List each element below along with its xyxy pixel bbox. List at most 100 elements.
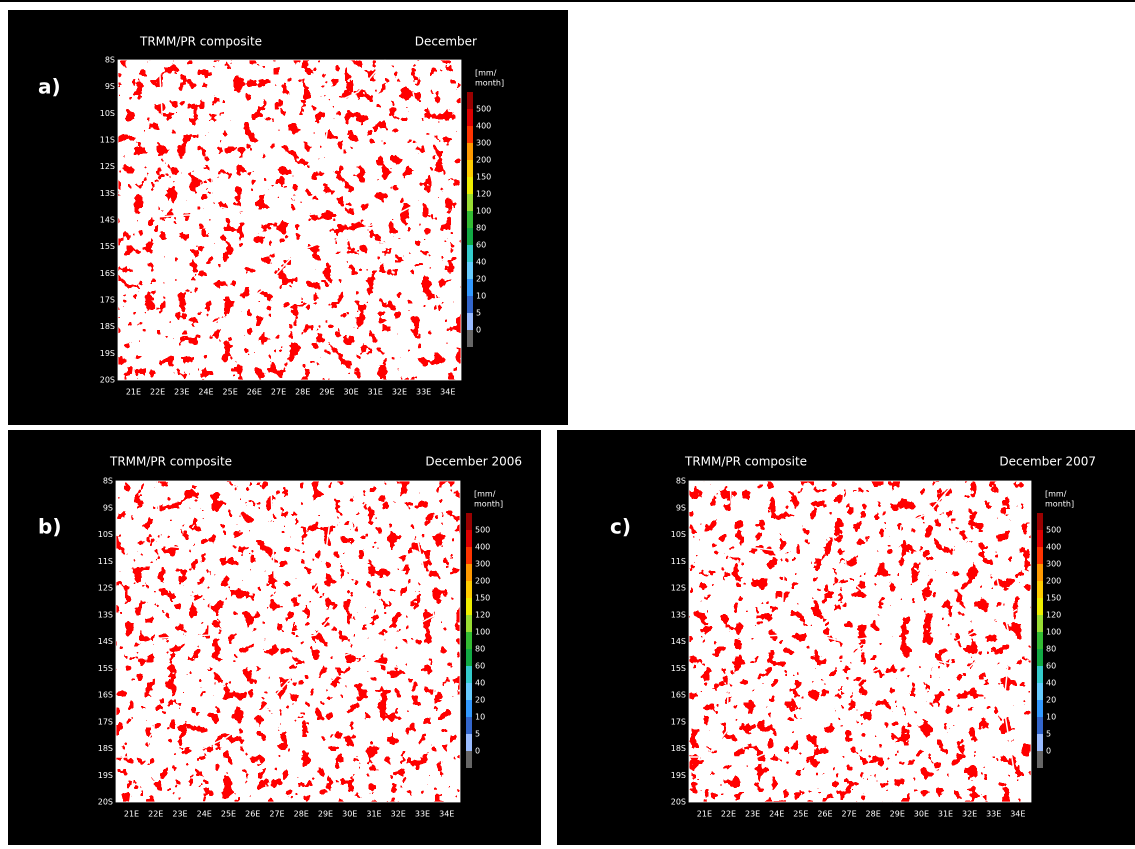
lat-tick-label: 11S xyxy=(100,136,115,145)
lon-tick-label: 22E xyxy=(150,388,165,397)
colorbar-label: 10 xyxy=(475,713,485,722)
lon-tick-label: 33E xyxy=(415,810,430,819)
colorbar-swatch xyxy=(467,126,473,143)
colorbar-label: 300 xyxy=(1046,560,1061,569)
lon-tick-label: 28E xyxy=(866,810,881,819)
colorbar-swatch xyxy=(467,92,473,109)
map-title: TRMM/PR composite xyxy=(109,455,232,469)
lat-tick-label: 9S xyxy=(103,503,113,512)
lon-tick-label: 21E xyxy=(124,810,139,819)
colorbar-label: 40 xyxy=(476,258,486,267)
colorbar-swatch xyxy=(467,245,473,262)
lon-tick-label: 31E xyxy=(938,810,953,819)
lon-tick-label: 32E xyxy=(391,810,406,819)
lon-tick-label: 26E xyxy=(817,810,832,819)
colorbar-label: 150 xyxy=(1046,594,1061,603)
colorbar-swatch xyxy=(467,262,473,279)
lat-tick-label: 17S xyxy=(98,717,113,726)
colorbar-swatch xyxy=(467,160,473,177)
rainfall-field xyxy=(689,481,1031,802)
panel-label: b) xyxy=(38,515,61,539)
colorbar-label: 100 xyxy=(476,207,491,216)
colorbar-label: 300 xyxy=(475,560,490,569)
lat-tick-label: 15S xyxy=(100,242,115,251)
colorbar-swatch xyxy=(1037,683,1043,700)
colorbar-swatch xyxy=(1037,666,1043,683)
lon-tick-label: 32E xyxy=(962,810,977,819)
lon-tick-label: 26E xyxy=(247,388,262,397)
lat-tick-label: 14S xyxy=(98,637,113,646)
lon-tick-label: 25E xyxy=(793,810,808,819)
colorbar-label: 5 xyxy=(475,730,480,739)
colorbar-swatch xyxy=(466,598,472,615)
lon-tick-label: 21E xyxy=(697,810,712,819)
colorbar-unit: [mm/ xyxy=(474,490,496,499)
colorbar-label: 20 xyxy=(1046,696,1056,705)
lon-tick-label: 29E xyxy=(890,810,905,819)
colorbar-label: 100 xyxy=(475,628,490,637)
lon-tick-label: 22E xyxy=(721,810,736,819)
rainfall-field xyxy=(118,60,461,380)
lat-tick-label: 16S xyxy=(100,269,115,278)
lon-tick-label: 21E xyxy=(126,388,141,397)
colorbar-label: 20 xyxy=(475,696,485,705)
lat-tick-label: 15S xyxy=(671,664,686,673)
panel-label: a) xyxy=(38,75,61,99)
lon-tick-label: 33E xyxy=(416,388,431,397)
colorbar-label: 5 xyxy=(476,309,481,318)
colorbar-label: 40 xyxy=(1046,679,1056,688)
lon-tick-label: 29E xyxy=(319,388,334,397)
lon-tick-label: 30E xyxy=(914,810,929,819)
colorbar-swatch xyxy=(466,683,472,700)
colorbar-label: 0 xyxy=(476,326,481,335)
colorbar-label: 100 xyxy=(1046,628,1061,637)
colorbar-swatch xyxy=(1037,615,1043,632)
colorbar-label: 0 xyxy=(1046,747,1051,756)
colorbar-swatch xyxy=(467,313,473,330)
lat-tick-label: 10S xyxy=(98,530,113,539)
lat-tick-label: 19S xyxy=(671,771,686,780)
colorbar-swatch xyxy=(466,530,472,547)
colorbar-label: 20 xyxy=(476,275,486,284)
map-period: December 2007 xyxy=(999,455,1096,469)
lat-tick-label: 20S xyxy=(100,376,115,385)
lat-tick-label: 8S xyxy=(103,477,113,486)
lat-tick-label: 11S xyxy=(671,557,686,566)
map-period: December 2006 xyxy=(425,455,522,469)
lon-tick-label: 22E xyxy=(148,810,163,819)
panel-label: c) xyxy=(610,515,631,539)
colorbar-swatch xyxy=(466,547,472,564)
lon-tick-label: 27E xyxy=(271,388,286,397)
colorbar-swatch xyxy=(1037,547,1043,564)
colorbar-label: 300 xyxy=(476,139,491,148)
colorbar-swatch xyxy=(1037,700,1043,717)
colorbar-swatch xyxy=(466,632,472,649)
colorbar-swatch xyxy=(467,211,473,228)
lon-tick-label: 34E xyxy=(1010,810,1025,819)
lon-tick-label: 28E xyxy=(294,810,309,819)
colorbar-label: 5 xyxy=(1046,730,1051,739)
lat-tick-label: 18S xyxy=(671,744,686,753)
map-panel: b) TRMM/PR composite December 2006 8S 9S 10S 1… xyxy=(8,430,541,845)
colorbar-swatch xyxy=(467,330,473,347)
lon-tick-label: 24E xyxy=(198,388,213,397)
colorbar-label: 10 xyxy=(476,292,486,301)
colorbar-swatch xyxy=(1037,530,1043,547)
lon-tick-label: 33E xyxy=(986,810,1001,819)
figure: a)TRMM/PR compositeDecember8S9S10S11S12S… xyxy=(0,0,1135,845)
colorbar-label: 500 xyxy=(1046,526,1061,535)
lon-tick-label: 32E xyxy=(392,388,407,397)
colorbar-label: 120 xyxy=(476,190,491,199)
lat-tick-label: 15S xyxy=(98,664,113,673)
lat-tick-label: 20S xyxy=(671,798,686,807)
lat-tick-label: 16S xyxy=(98,691,113,700)
colorbar-swatch xyxy=(467,228,473,245)
colorbar-label: 400 xyxy=(476,122,491,131)
colorbar-label: 200 xyxy=(1046,577,1061,586)
colorbar-label: 40 xyxy=(475,679,485,688)
colorbar-swatch xyxy=(466,734,472,751)
lat-tick-label: 12S xyxy=(671,584,686,593)
lat-tick-label: 8S xyxy=(676,477,686,486)
colorbar-label: 200 xyxy=(476,156,491,165)
colorbar-label: 150 xyxy=(475,594,490,603)
